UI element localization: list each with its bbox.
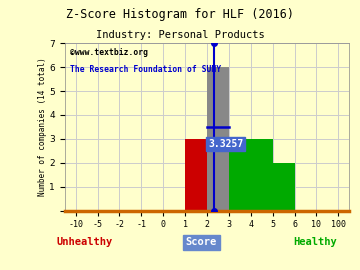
Text: Score: Score bbox=[186, 237, 217, 247]
Bar bbox=[273, 163, 294, 211]
Text: Unhealthy: Unhealthy bbox=[57, 237, 113, 247]
Bar bbox=[229, 139, 273, 211]
Bar bbox=[185, 139, 207, 211]
Bar bbox=[207, 67, 229, 211]
Text: The Research Foundation of SUNY: The Research Foundation of SUNY bbox=[71, 65, 222, 74]
Text: Z-Score Histogram for HLF (2016): Z-Score Histogram for HLF (2016) bbox=[66, 8, 294, 21]
Text: ©www.textbiz.org: ©www.textbiz.org bbox=[71, 48, 148, 57]
Text: Healthy: Healthy bbox=[293, 237, 337, 247]
Y-axis label: Number of companies (14 total): Number of companies (14 total) bbox=[37, 58, 46, 196]
Text: 3.3257: 3.3257 bbox=[208, 139, 243, 149]
Text: Industry: Personal Products: Industry: Personal Products bbox=[96, 30, 264, 40]
